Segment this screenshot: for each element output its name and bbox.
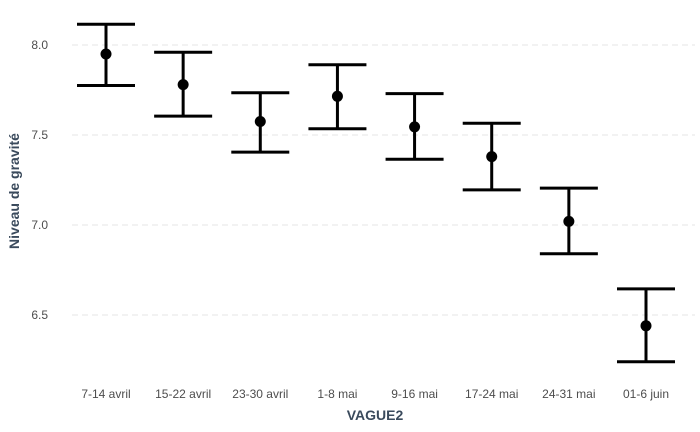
x-tick-label: 23-30 avril (232, 387, 288, 401)
data-point (100, 48, 112, 60)
data-point (640, 320, 652, 332)
x-tick-label: 9-16 mai (391, 387, 438, 401)
x-tick-label: 24-31 mai (542, 387, 595, 401)
grid-lines (72, 44, 695, 316)
error-bar-group (539, 186, 598, 256)
y-axis-ticks: 6.5 7.0 7.5 8.0 (31, 38, 48, 322)
data-marks (77, 22, 675, 364)
error-bar-group (385, 92, 444, 161)
y-axis-title: Niveau de gravité (6, 133, 22, 249)
data-point (177, 79, 189, 91)
x-tick-label: 1-8 mai (317, 387, 357, 401)
data-point (254, 116, 266, 127)
error-bar-group (77, 22, 135, 87)
x-tick-label: 17-24 mai (465, 387, 518, 401)
y-tick-label: 6.5 (31, 308, 48, 322)
data-point (331, 90, 343, 102)
x-tick-label: 01-6 juin (623, 387, 669, 401)
error-bar-group (308, 63, 367, 131)
data-point (563, 215, 575, 227)
data-point (486, 151, 498, 163)
x-tick-label: 15-22 avril (155, 387, 211, 401)
x-axis-ticks: 7-14 avril 15-22 avril 23-30 avril 1-8 mai 9… (81, 387, 669, 401)
y-tick-label: 8.0 (31, 38, 48, 52)
error-bar-group (231, 91, 290, 154)
error-bar-group (462, 121, 521, 192)
y-tick-label: 7.0 (31, 218, 48, 232)
x-tick-label: 7-14 avril (81, 387, 130, 401)
data-point (409, 121, 421, 133)
error-bar-group (154, 50, 213, 118)
y-tick-label: 7.5 (31, 128, 48, 142)
x-axis-title: VAGUE2 (347, 407, 404, 423)
error-bar-group (617, 287, 675, 364)
